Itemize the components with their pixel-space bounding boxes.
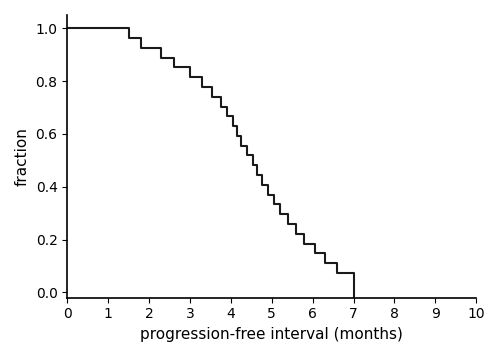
X-axis label: progression-free interval (months): progression-free interval (months) <box>140 327 403 342</box>
Y-axis label: fraction: fraction <box>15 127 30 186</box>
